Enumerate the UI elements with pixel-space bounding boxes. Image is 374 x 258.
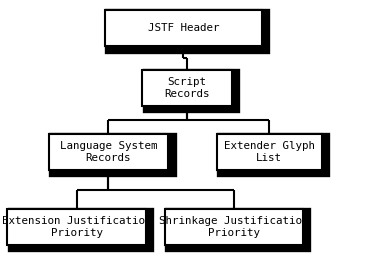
Bar: [109, 13, 266, 50]
Bar: [217, 134, 322, 170]
Bar: [7, 209, 146, 245]
Bar: [49, 134, 168, 170]
Text: Extender Glyph
List: Extender Glyph List: [224, 141, 315, 163]
Text: Extension Justification
Priority: Extension Justification Priority: [2, 216, 151, 238]
Bar: [53, 137, 173, 173]
Text: Script
Records: Script Records: [164, 77, 210, 99]
Text: Language System
Records: Language System Records: [60, 141, 157, 163]
Bar: [169, 212, 307, 248]
Text: JSTF Header: JSTF Header: [147, 23, 219, 33]
Bar: [221, 137, 326, 173]
Text: Shrinkage Justification
Priority: Shrinkage Justification Priority: [159, 216, 309, 238]
Bar: [147, 73, 236, 109]
Bar: [165, 209, 303, 245]
Bar: [105, 10, 262, 46]
Bar: [142, 70, 232, 106]
Bar: [12, 212, 150, 248]
